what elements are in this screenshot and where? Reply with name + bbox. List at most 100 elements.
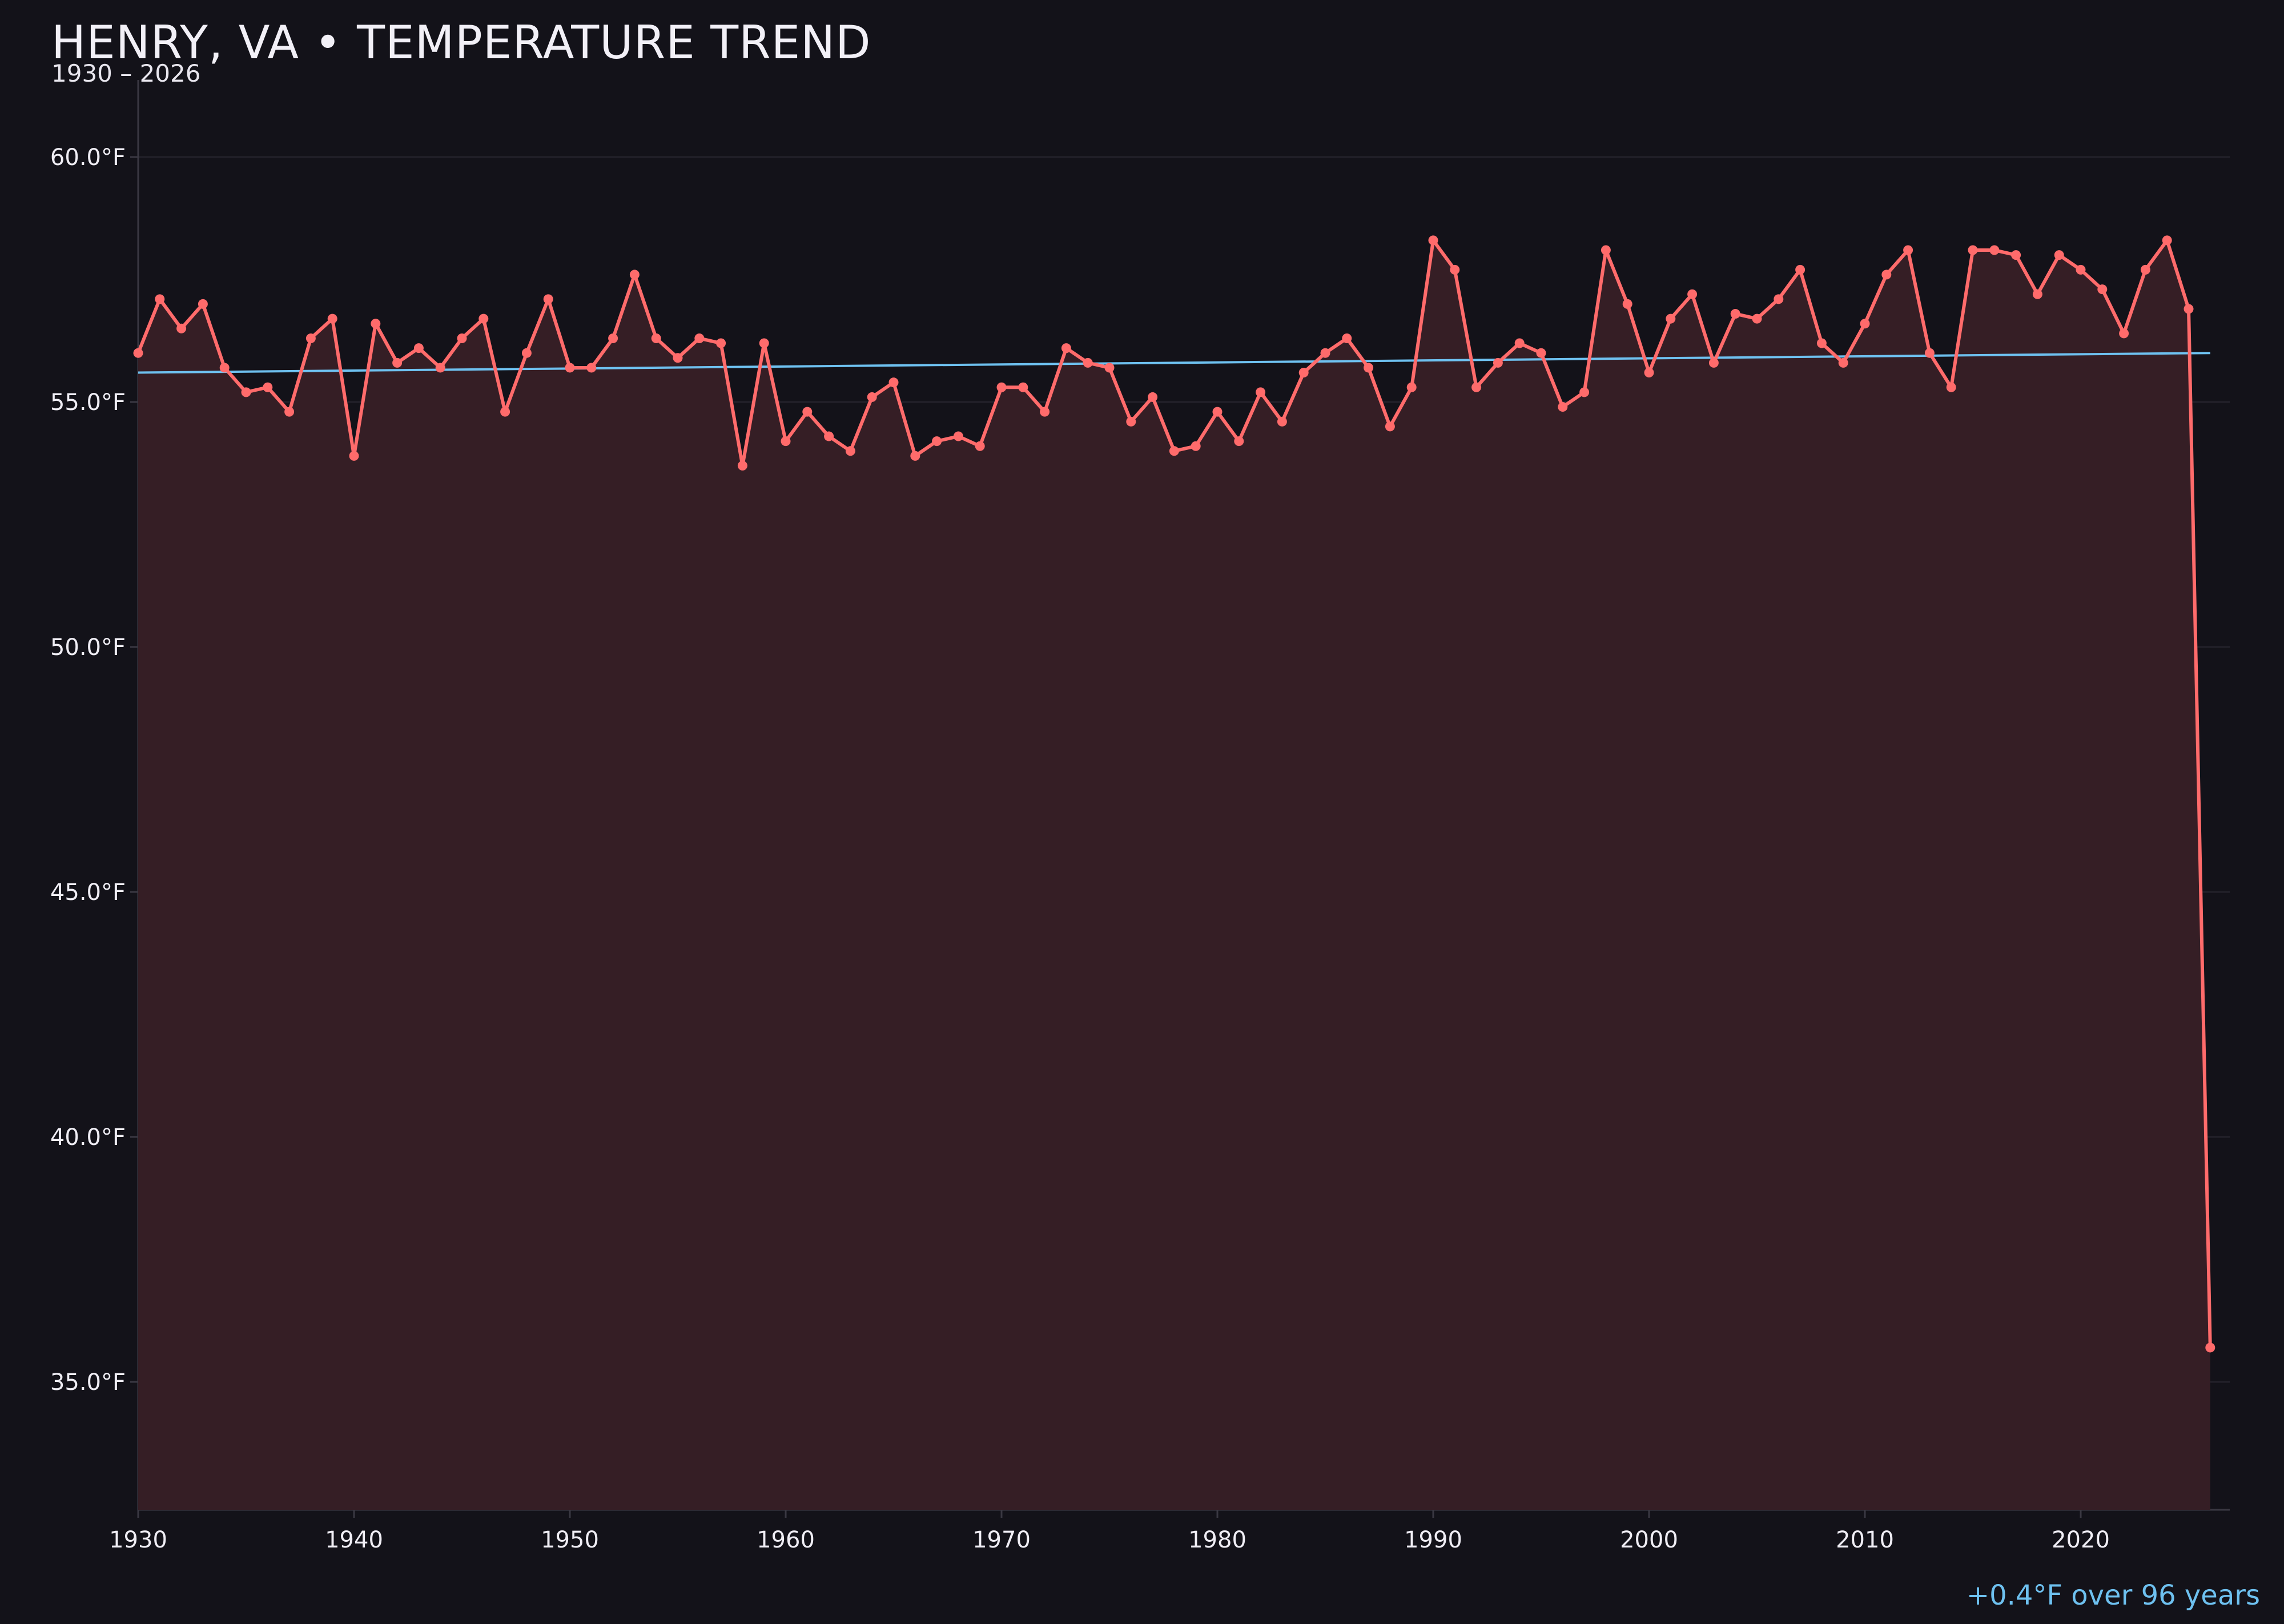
data-point — [1881, 270, 1892, 280]
x-tick-label: 1950 — [541, 1527, 599, 1553]
data-point — [651, 333, 661, 343]
data-point — [2011, 250, 2021, 260]
data-point — [996, 382, 1007, 392]
data-point — [1514, 338, 1525, 348]
chart-title: HENRY, VA • TEMPERATURE TREND — [51, 16, 871, 69]
data-point — [327, 313, 337, 324]
data-point — [1277, 416, 1287, 427]
data-point — [1968, 245, 1978, 255]
data-point — [1730, 309, 1740, 319]
data-point — [1752, 313, 1762, 324]
data-point — [2032, 289, 2042, 299]
data-point — [1234, 436, 1244, 447]
data-point — [2162, 235, 2172, 246]
data-point — [737, 461, 747, 471]
data-point — [1795, 264, 1806, 275]
data-point — [435, 363, 445, 373]
y-tick-label: 50.0°F — [50, 634, 126, 661]
data-point — [2205, 1342, 2215, 1353]
data-point — [1708, 357, 1719, 368]
data-point — [543, 294, 553, 304]
x-tick-label: 1970 — [972, 1527, 1031, 1553]
data-point — [1601, 245, 1611, 255]
data-point — [1946, 382, 1956, 392]
trend-annotation: +0.4°F over 96 years — [1966, 1579, 2260, 1611]
data-point — [2140, 264, 2150, 275]
data-point — [500, 407, 510, 417]
data-point — [716, 338, 726, 348]
data-point — [413, 343, 424, 353]
data-point — [198, 299, 208, 309]
x-tick-label: 2020 — [2052, 1527, 2110, 1553]
data-point — [1256, 387, 1266, 397]
data-point — [1191, 441, 1201, 451]
data-point — [1493, 357, 1503, 368]
data-point — [1450, 264, 1460, 275]
data-point — [1298, 368, 1309, 378]
data-point — [1061, 343, 1071, 353]
data-point — [953, 431, 963, 441]
data-point — [1536, 348, 1546, 358]
data-point — [1644, 368, 1654, 378]
data-point — [867, 392, 877, 402]
data-point — [586, 363, 597, 373]
data-point — [1126, 416, 1136, 427]
tick-labels: 35.0°F 40.0°F 45.0°F 50.0°F 55.0°F 60.0°F 1930… — [50, 144, 2110, 1553]
data-point — [2119, 328, 2129, 339]
data-point — [305, 333, 316, 343]
data-point — [1558, 402, 1568, 412]
data-point — [133, 348, 143, 358]
trend-line — [138, 352, 2210, 374]
data-point — [608, 333, 618, 343]
data-point — [371, 319, 381, 329]
data-point — [1320, 348, 1330, 358]
data-point — [241, 387, 251, 397]
data-point — [263, 382, 273, 392]
data-point — [1342, 333, 1352, 343]
data-point — [910, 451, 920, 461]
data-point — [781, 436, 791, 447]
data-point — [1774, 294, 1784, 304]
data-point — [1040, 407, 1050, 417]
data-point — [1924, 348, 1935, 358]
data-point — [478, 313, 489, 324]
y-tick-label: 35.0°F — [50, 1369, 126, 1396]
data-point — [1169, 446, 1179, 456]
data-point — [155, 294, 165, 304]
data-point — [1666, 313, 1676, 324]
data-point — [1471, 382, 1482, 392]
x-tick-label: 1940 — [325, 1527, 383, 1553]
data-point — [2097, 284, 2108, 295]
data-point — [1018, 382, 1028, 392]
chart-subtitle: 1930 – 2026 — [51, 59, 201, 87]
y-tick-label: 45.0°F — [50, 879, 126, 906]
x-tick-label: 1930 — [109, 1527, 167, 1553]
data-point — [1148, 392, 1158, 402]
data-point — [1687, 289, 1698, 299]
data-point — [2076, 264, 2086, 275]
y-tick-label: 55.0°F — [50, 389, 126, 416]
data-point — [629, 270, 640, 280]
data-point — [673, 353, 683, 363]
data-point — [824, 431, 834, 441]
y-tick-label: 40.0°F — [50, 1124, 126, 1151]
x-tick-label: 1990 — [1404, 1527, 1462, 1553]
data-point — [284, 407, 295, 417]
data-point — [1816, 338, 1827, 348]
data-point — [1083, 357, 1093, 368]
area-under-curve — [138, 240, 2210, 1510]
data-point — [521, 348, 532, 358]
data-point — [1428, 235, 1438, 246]
x-tick-label: 2010 — [1836, 1527, 1894, 1553]
data-point — [1406, 382, 1417, 392]
data-point — [1579, 387, 1590, 397]
data-point — [1903, 245, 1913, 255]
x-tick-label: 1960 — [757, 1527, 815, 1553]
data-point — [1212, 407, 1223, 417]
data-point — [1385, 421, 1395, 432]
data-point — [457, 333, 467, 343]
x-tick-label: 2000 — [1620, 1527, 1678, 1553]
data-point — [1860, 319, 1870, 329]
data-point — [802, 407, 813, 417]
